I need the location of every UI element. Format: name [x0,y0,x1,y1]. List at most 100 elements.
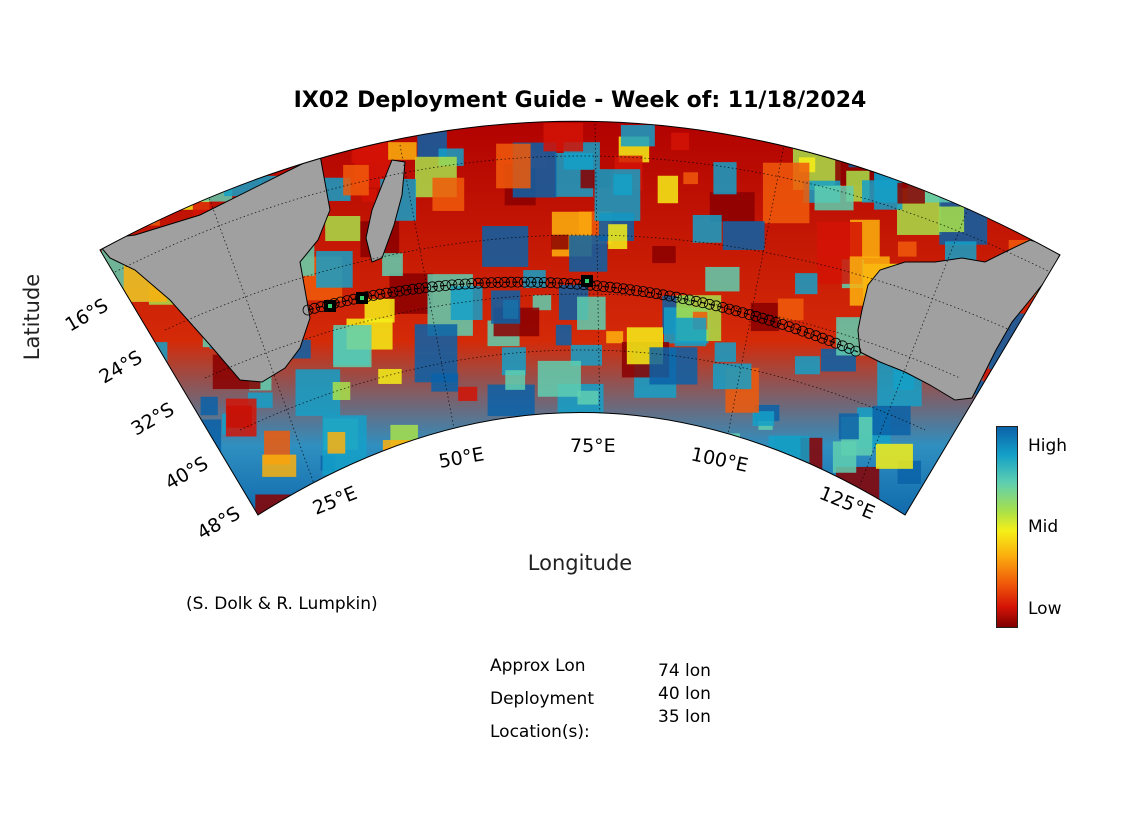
heatmap-cell [491,290,521,324]
track-circle [394,285,406,297]
heatmap-cell [551,234,569,250]
heatmap-cell [372,121,398,131]
heatmap-cell [505,370,526,390]
heatmap-cell [792,487,816,512]
track-circle [677,293,689,304]
heatmap-cell [577,390,599,405]
heatmap-cell [606,331,624,344]
land-africa [100,154,331,383]
heatmap-cell [838,413,859,440]
track-circle [757,312,768,324]
heatmap-cell [652,246,676,264]
track-circle [624,284,636,296]
heatmap-cell [1041,327,1060,352]
heatmap-cell [872,405,911,436]
heatmap-cell [581,468,626,515]
track-circle [843,342,855,354]
y-axis-label: Latitude [20,273,44,361]
heatmap-cell [123,178,160,226]
credit-text: (S. Dolk & R. Lumpkin) [186,594,378,614]
heatmap-cell [494,442,517,465]
heatmap-cell [325,215,361,242]
lat-tick-24s: 24°S [96,346,147,388]
heatmap-cell [1051,290,1060,317]
heatmap-cell [875,443,913,469]
track-circle [710,300,722,312]
heatmap-cell [129,498,147,510]
track-circle [717,301,729,313]
track-circle [723,303,735,315]
track-circle [512,276,524,288]
heatmap-cell [998,121,1038,171]
info-label-line1: Approx Lon [490,656,586,676]
deployment-location-3: 35 lon [658,707,711,727]
track-circle [367,289,379,301]
heatmap-cell [752,411,775,426]
heatmap-cell [432,177,465,211]
heatmap-cell [762,162,810,224]
heatmap-cell [316,251,353,288]
track-circle [565,278,576,290]
heatmap-cell [1039,121,1060,183]
heatmap-cell [482,450,509,471]
lon-tick-50e: 50°E [437,443,486,473]
heatmap-cell [721,506,750,515]
track-circle [617,283,629,295]
heatmap-cell [388,142,417,160]
heatmap-cell [200,396,218,416]
heatmap-cell [722,221,765,250]
heatmap-cell [659,448,676,465]
heatmap-cell [657,175,679,204]
heatmap-cell [501,347,526,376]
lat-tick-40s: 40°S [162,452,213,494]
heatmap-cell [383,447,423,493]
heatmap-cell [258,121,286,135]
heatmap-cell [418,522,458,556]
track-circle [704,298,715,310]
track-circle [783,321,795,333]
track-circle [797,325,808,337]
track-circle [823,335,835,347]
heatmap-cell [713,162,737,195]
track-circle [466,278,478,289]
track-circle [750,310,762,322]
track-circle [426,281,438,293]
heatmap-cell [262,454,297,477]
heatmap-cell [450,286,483,320]
heatmap-cell [674,317,707,347]
track-circle [492,276,504,288]
heatmap-cell [620,125,655,147]
heatmap-cell [343,164,369,196]
track-circle [598,281,609,292]
heatmap-cell [382,440,428,473]
track-circle [472,277,484,289]
track-circle [790,323,802,335]
track-circle [803,327,815,339]
land-australia [857,239,1060,401]
heatmap-cell [1033,311,1060,348]
track-circle [777,318,788,330]
deployment-info-values: 74 lon 40 lon 35 lon [658,660,711,729]
track-circle [743,309,755,320]
heatmap-cell [543,123,584,152]
track-circle [486,277,497,289]
heatmap-cell [264,519,289,537]
track-circle [505,276,517,288]
track-circle [604,281,616,293]
heatmap-cell [107,122,156,152]
track-circle [830,337,842,349]
heatmap-cell [496,143,531,189]
heatmap-field [100,121,1060,556]
colorbar-high-label: High [1028,436,1068,456]
heatmap-cell [897,132,916,144]
x-axis-label: Longitude [527,551,633,575]
heatmap-cell [777,298,804,321]
heatmap-cell [608,224,628,250]
track-circle [420,282,432,294]
track-circle [697,297,709,309]
heatmap-cell [595,480,626,505]
track-circle [374,288,386,300]
track-circle [532,276,543,288]
heatmap-cell [125,202,155,224]
page-title: IX02 Deployment Guide - Week of: 11/18/2… [293,88,867,113]
